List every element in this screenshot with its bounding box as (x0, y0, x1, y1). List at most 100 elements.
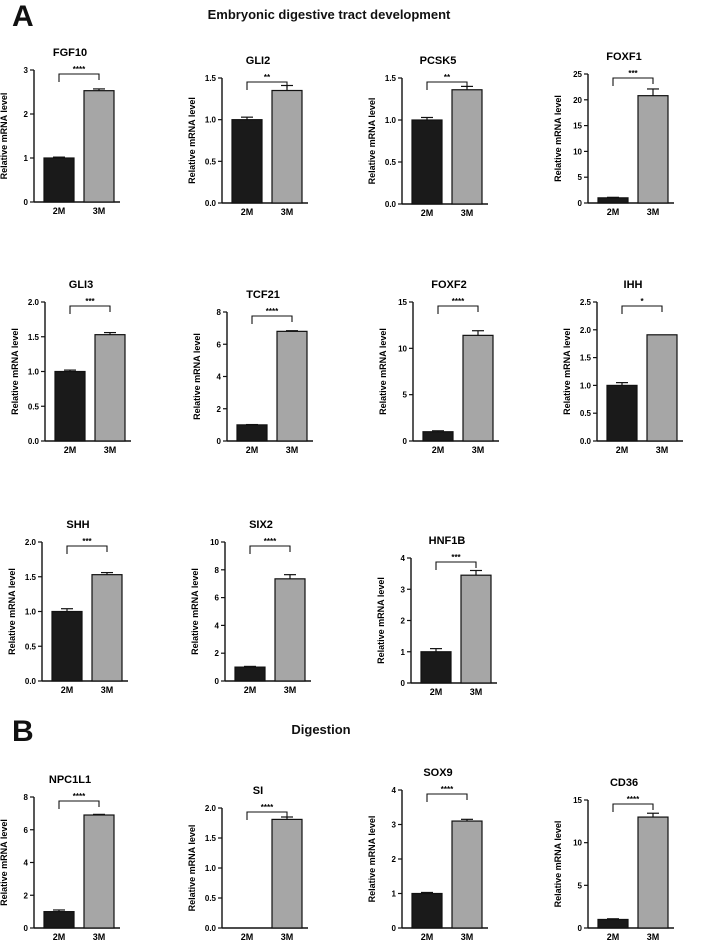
x-tick-label: 2M (421, 208, 434, 218)
y-axis-label: Relative mRNA level (192, 333, 202, 420)
chart-cd36: CD36 Relative mRNA level 0 5 10 15 2M 3M **** (553, 777, 674, 942)
bar-3m (460, 574, 492, 684)
y-tick-label: 2 (215, 649, 220, 658)
significance-bracket (612, 803, 654, 812)
significance-bracket (437, 305, 479, 314)
x-tick-label: 2M (241, 932, 254, 942)
y-tick-label: 2.0 (205, 804, 217, 813)
x-tick-label: 3M (470, 687, 483, 697)
y-tick-label: 2.5 (580, 298, 592, 307)
y-tick-label: 6 (215, 594, 220, 603)
y-tick-label: 1.0 (385, 116, 397, 125)
y-axis-label: Relative mRNA level (367, 816, 377, 903)
chart-gli3: GLI3 Relative mRNA level 0.0 0.5 1.0 1.5 2.0 2M… (10, 279, 131, 455)
significance-label: * (640, 297, 644, 306)
y-tick-label: 0 (215, 677, 220, 686)
chart-title: IHH (624, 279, 643, 291)
significance-label: *** (82, 537, 92, 546)
chart-gli2: GLI2 Relative mRNA level 0.0 0.5 1.0 1.5 2M 3M *… (187, 55, 308, 217)
chart-title: SOX9 (423, 767, 452, 779)
y-tick-label: 3 (392, 821, 397, 830)
x-tick-label: 3M (472, 445, 485, 455)
y-tick-label: 1.5 (205, 834, 217, 843)
chart-si: SI Relative mRNA level 0.0 0.5 1.0 1.5 2.0 2M 3M… (187, 785, 308, 942)
chart-title: FGF10 (53, 47, 87, 59)
x-tick-label: 3M (284, 685, 297, 695)
chart-title: PCSK5 (420, 55, 457, 67)
y-tick-label: 1.5 (28, 333, 40, 342)
y-tick-label: 3 (24, 66, 29, 75)
y-tick-label: 0.5 (205, 894, 217, 903)
x-tick-label: 3M (656, 445, 669, 455)
y-axis-label: Relative mRNA level (378, 328, 388, 415)
significance-bracket (426, 81, 468, 90)
significance-bracket (621, 305, 663, 314)
y-axis-label: Relative mRNA level (0, 93, 9, 180)
y-axis-label: Relative mRNA level (367, 98, 377, 185)
panel-title-b: Digestion (291, 722, 351, 737)
x-tick-label: 3M (281, 207, 294, 217)
significance-label: **** (73, 792, 86, 801)
y-tick-label: 1.0 (205, 116, 217, 125)
y-tick-label: 0 (24, 924, 29, 933)
bar-2m (411, 892, 443, 929)
y-tick-label: 5 (403, 391, 408, 400)
bar-2m (236, 424, 268, 442)
chart-tcf21: TCF21 Relative mRNA level 0 2 4 6 8 2M 3M **** (192, 289, 313, 455)
y-axis-label: Relative mRNA level (187, 825, 197, 912)
y-tick-label: 0.0 (205, 199, 217, 208)
x-tick-label: 3M (647, 932, 660, 942)
y-tick-label: 8 (215, 566, 220, 575)
y-tick-label: 10 (210, 538, 219, 547)
y-tick-label: 5 (578, 881, 583, 890)
significance-bracket (612, 77, 654, 86)
significance-bracket (246, 81, 288, 90)
significance-label: **** (261, 803, 274, 812)
y-tick-label: 0.0 (385, 200, 397, 209)
x-tick-label: 2M (61, 685, 74, 695)
y-tick-label: 1.0 (25, 608, 37, 617)
y-tick-label: 2.0 (25, 538, 37, 547)
bar-2m (231, 119, 263, 204)
y-tick-label: 1.5 (580, 354, 592, 363)
x-tick-label: 2M (241, 207, 254, 217)
bar-3m (451, 89, 483, 205)
y-tick-label: 4 (215, 621, 220, 630)
bar-2m (420, 651, 452, 684)
significance-label: **** (627, 795, 640, 804)
x-tick-label: 2M (432, 445, 445, 455)
bar-3m (637, 95, 669, 204)
significance-label: **** (266, 307, 279, 316)
y-tick-label: 0.0 (205, 924, 217, 933)
y-tick-label: 2 (392, 855, 397, 864)
x-tick-label: 3M (93, 932, 106, 942)
x-tick-label: 2M (64, 445, 77, 455)
bar-3m (274, 578, 306, 682)
y-tick-label: 8 (217, 308, 222, 317)
y-tick-label: 3 (401, 585, 406, 594)
significance-label: *** (628, 69, 638, 78)
bar-3m (462, 334, 494, 442)
y-axis-label: Relative mRNA level (187, 97, 197, 184)
significance-bracket (426, 793, 468, 802)
x-tick-label: 2M (616, 445, 629, 455)
x-tick-label: 2M (607, 932, 620, 942)
y-tick-label: 4 (217, 373, 222, 382)
y-tick-label: 0 (217, 437, 222, 446)
x-tick-label: 2M (421, 932, 434, 942)
chart-title: SHH (66, 519, 89, 531)
significance-bracket (246, 811, 288, 820)
chart-pcsk5: PCSK5 Relative mRNA level 0.0 0.5 1.0 1.5 2M 3M… (367, 55, 488, 218)
y-axis-label: Relative mRNA level (0, 819, 9, 906)
x-tick-label: 2M (430, 687, 443, 697)
bar-2m (422, 431, 454, 442)
significance-label: ** (444, 73, 451, 82)
significance-bracket (249, 545, 291, 554)
x-tick-label: 2M (53, 206, 66, 216)
x-tick-label: 3M (281, 932, 294, 942)
chart-foxf1: FOXF1 Relative mRNA level 0 5 10 15 20 25 2M 3M **… (553, 51, 674, 217)
significance-label: ** (264, 73, 271, 82)
chart-sox9: SOX9 Relative mRNA level 0 1 2 3 4 2M 3M **** (367, 767, 488, 942)
bar-2m (597, 197, 629, 204)
y-tick-label: 6 (217, 340, 222, 349)
